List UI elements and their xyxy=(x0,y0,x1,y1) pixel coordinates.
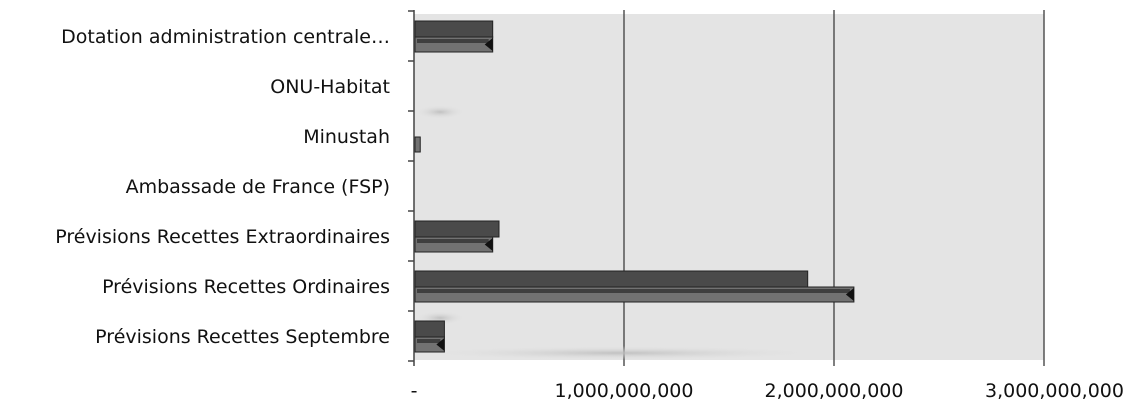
bar-series-2-top xyxy=(417,39,489,43)
bar-series-1 xyxy=(414,270,809,288)
category-label: Prévisions Recettes Extraordinaires xyxy=(55,226,390,248)
x-tick-label: - xyxy=(411,380,418,402)
x-tick-label: 2,000,000,000 xyxy=(764,380,903,402)
category-label: Minustah xyxy=(303,126,390,148)
y-axis xyxy=(408,10,415,366)
bar-series-1 xyxy=(414,320,445,338)
category-label: Prévisions Recettes Ordinaires xyxy=(102,276,390,298)
bar-series-2-end-cap xyxy=(484,238,493,251)
bar-series-1 xyxy=(414,20,494,38)
plot-area xyxy=(414,14,1044,360)
bars xyxy=(414,20,855,353)
category-label: Dotation administration centrale… xyxy=(61,26,390,48)
bar-series-1 xyxy=(414,220,500,238)
category-labels: Dotation administration centrale… ONU-Hab… xyxy=(55,26,390,348)
bar-shadows xyxy=(415,105,822,360)
bar-series-2-end-cap xyxy=(484,38,493,51)
bar-series-2-top xyxy=(417,339,441,343)
bar-shadow xyxy=(418,346,822,360)
category-label: Prévisions Recettes Septembre xyxy=(95,326,390,348)
bar-series-2-end-cap xyxy=(436,338,445,351)
gridlines xyxy=(623,10,1045,366)
x-tick-label: 3,000,000,000 xyxy=(985,380,1124,402)
category-label: Ambassade de France (FSP) xyxy=(126,176,390,198)
bar-series-2 xyxy=(414,136,421,153)
x-tick-labels: - 1,000,000,000 2,000,000,000 3,000,000,000 xyxy=(411,380,1124,402)
x-tick-label: 1,000,000,000 xyxy=(554,380,693,402)
bar-series-2-end-cap xyxy=(845,288,854,301)
bar-shadow xyxy=(415,105,465,119)
bar-series-2-top xyxy=(417,289,850,293)
bar-series-2-top xyxy=(417,239,489,243)
category-label: ONU-Habitat xyxy=(270,76,390,98)
